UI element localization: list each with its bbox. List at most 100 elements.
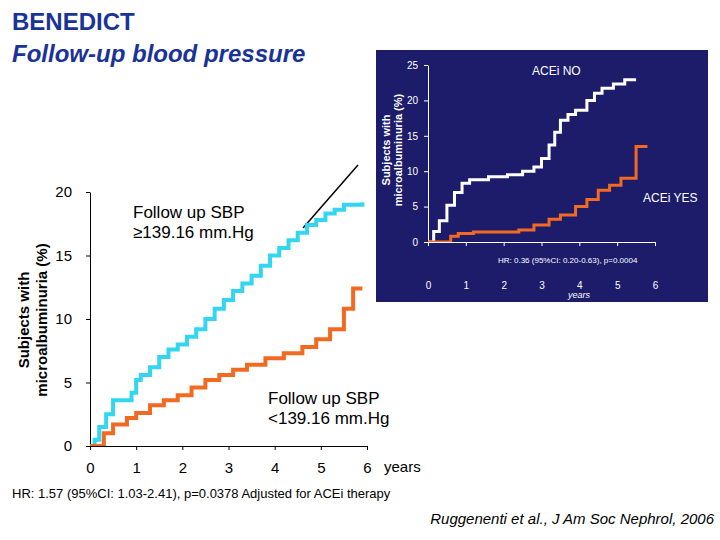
tick-mark — [136, 446, 137, 450]
tick: 15 — [407, 131, 428, 142]
slide: BENEDICTFollow-up blood pressure01234560… — [0, 0, 720, 540]
tick: 5 — [412, 201, 428, 212]
tick-mark — [182, 446, 183, 450]
annotation: HR: 1.57 (95%CI: 1.03-2.41), p=0.0378 Ad… — [12, 486, 391, 501]
connector-line — [303, 165, 358, 228]
tick: 20 — [55, 183, 90, 200]
tick-mark — [617, 242, 618, 246]
tick-mark — [90, 446, 91, 450]
tick-label: 0 — [426, 280, 432, 291]
tick-mark — [275, 446, 276, 450]
tick: 6 — [363, 446, 371, 476]
tick-mark — [466, 242, 467, 246]
chart: 0 1 2 3 4 5 6 0 5 10 15 20 25 years Subjects withmicro… — [380, 60, 697, 300]
tick-mark — [367, 446, 368, 450]
tick: 4 — [271, 446, 279, 476]
tick: 10 — [55, 310, 90, 327]
tick-label: 20 — [407, 95, 419, 106]
tick-mark — [229, 446, 230, 450]
inset-panel — [376, 50, 708, 302]
tick: 1 — [132, 446, 140, 476]
tick-mark — [655, 242, 656, 246]
tick-label: 3 — [539, 280, 545, 291]
tick-label: 5 — [412, 201, 418, 212]
tick-label: 0 — [64, 437, 72, 454]
tick-label: 10 — [407, 166, 419, 177]
tick-mark — [424, 207, 428, 208]
tick-label: 15 — [407, 131, 419, 142]
y-axis-label: Subjects withmicroalbuminuria (%) — [380, 93, 404, 206]
tick-mark — [86, 446, 90, 447]
tick-label: 0 — [86, 459, 94, 476]
x-axis: 0 1 2 3 4 5 6 — [86, 446, 371, 476]
annotation: Ruggenenti et al., J Am Soc Nephrol, 200… — [430, 510, 714, 527]
tick-label: 15 — [55, 247, 72, 264]
tick: 15 — [55, 247, 90, 264]
tick: 0 — [412, 237, 428, 248]
tick-label: 3 — [225, 459, 233, 476]
tick-label: 1 — [132, 459, 140, 476]
tick-label: 6 — [653, 280, 659, 291]
tick-mark — [428, 242, 429, 246]
tick-mark — [424, 100, 428, 101]
tick-mark — [86, 192, 90, 193]
x-axis-label: years — [567, 290, 591, 300]
tick-mark — [579, 242, 580, 246]
tick-mark — [542, 242, 543, 246]
tick-mark — [424, 171, 428, 172]
tick: 3 — [225, 446, 233, 476]
y-axis-label: Subjects withmicroalbuminuria (%) — [15, 243, 50, 396]
tick-label: 25 — [407, 60, 419, 71]
tick: 4 — [577, 242, 583, 291]
tick-mark — [86, 383, 90, 384]
plot-area — [428, 80, 647, 242]
y-axis: 0 5 10 15 20 25 — [407, 60, 429, 248]
tick-label: 5 — [317, 459, 325, 476]
tick-mark — [424, 242, 428, 243]
x-axis: 0 1 2 3 4 5 6 — [426, 242, 659, 291]
tick: 2 — [179, 446, 187, 476]
tick-label: 10 — [55, 310, 72, 327]
series-label: Follow up SBP<139.16 mm.Hg — [268, 389, 389, 428]
series-line — [428, 146, 647, 242]
chart: 012345605101520yearsSubjects withmicroal… — [12, 183, 715, 527]
tick: 25 — [407, 60, 428, 71]
axis-line — [90, 193, 91, 447]
tick-label: 5 — [615, 280, 621, 291]
tick-mark — [424, 65, 428, 66]
series-label: Follow up SBP≥139.16 mm.Hg — [133, 203, 254, 242]
x-axis-label: years — [384, 458, 421, 475]
annotation: HR: 0.36 (95%CI: 0.20-0.63), p=0.0004 — [498, 256, 638, 265]
tick-label: 6 — [363, 459, 371, 476]
tick-mark — [86, 319, 90, 320]
tick: 2 — [501, 242, 507, 291]
tick-label: 2 — [179, 459, 187, 476]
subtitle: Follow-up blood pressure — [12, 40, 305, 67]
tick-label: 20 — [55, 183, 72, 200]
axis-line — [428, 66, 429, 243]
title: BENEDICT — [12, 8, 135, 35]
tick-mark — [504, 242, 505, 246]
tick: 20 — [407, 95, 428, 106]
tick-mark — [321, 446, 322, 450]
tick: 0 — [86, 446, 94, 476]
tick: 5 — [317, 446, 325, 476]
tick: 5 — [615, 242, 621, 291]
y-axis: 0 5 10 15 20 — [55, 183, 90, 454]
tick-label: 4 — [271, 459, 279, 476]
series-label: ACEi NO — [532, 64, 581, 78]
tick: 0 — [426, 242, 432, 291]
tick: 3 — [539, 242, 545, 291]
tick: 0 — [64, 437, 90, 454]
tick-label: 2 — [501, 280, 507, 291]
tick-label: 1 — [464, 280, 470, 291]
tick: 10 — [407, 166, 428, 177]
tick-label: 0 — [412, 237, 418, 248]
series-label: ACEi YES — [643, 191, 697, 205]
tick: 5 — [64, 374, 90, 391]
series-line — [428, 80, 636, 242]
tick-mark — [86, 256, 90, 257]
tick: 6 — [653, 242, 659, 291]
tick-mark — [424, 136, 428, 137]
tick-label: 5 — [64, 374, 72, 391]
